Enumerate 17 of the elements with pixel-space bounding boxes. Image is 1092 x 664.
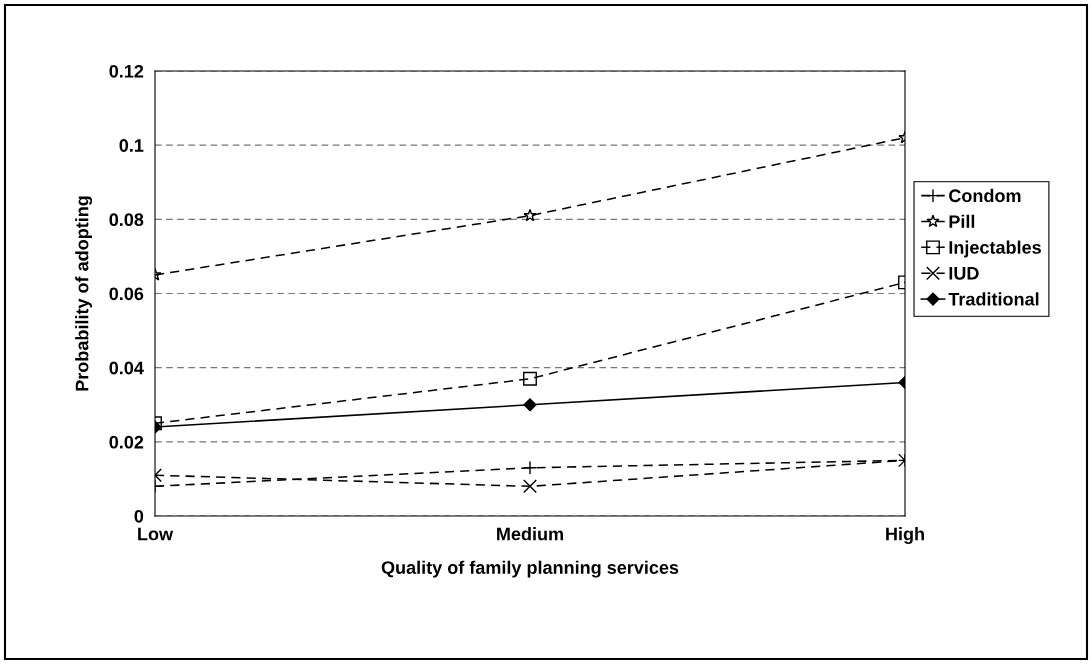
y-tick-label: 0.08 [109,213,144,227]
y-tick-label: 0.1 [119,139,144,152]
x-tick-label: Low [138,527,174,541]
legend-label: Traditional [948,292,1039,306]
x-tick-label: Medium [497,527,563,541]
y-tick-label: 0.02 [109,435,144,449]
y-tick-label: 0.12 [109,64,144,78]
x-tick-label: High [886,527,924,545]
legend-label: Injectables [949,240,1041,258]
legend-label: Condom [949,188,1021,203]
y-axis-title: Probability of adopting [75,196,93,391]
y-tick-label: 0.06 [109,287,144,301]
legend-label: Pill [949,214,975,228]
legend-label: IUD [949,267,979,280]
y-tick-label: 0.04 [109,361,144,375]
y-tick-label: 0 [134,509,144,523]
x-axis-title: Quality of family planning services [381,560,679,578]
